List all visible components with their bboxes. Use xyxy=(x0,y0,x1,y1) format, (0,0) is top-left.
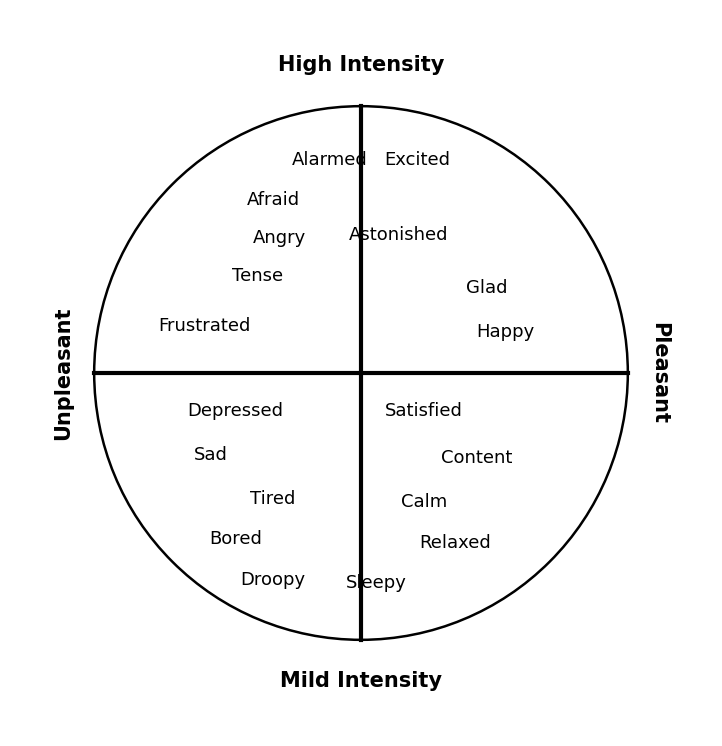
Text: Sleepy: Sleepy xyxy=(347,574,407,592)
Text: Calm: Calm xyxy=(401,492,447,511)
Text: High Intensity: High Intensity xyxy=(278,54,444,75)
Text: Mild Intensity: Mild Intensity xyxy=(280,671,442,692)
Text: Happy: Happy xyxy=(477,323,534,341)
Text: Satisfied: Satisfied xyxy=(385,401,463,420)
Text: Excited: Excited xyxy=(385,151,451,169)
Text: Astonished: Astonished xyxy=(349,226,448,244)
Text: Droopy: Droopy xyxy=(240,571,305,589)
Text: Angry: Angry xyxy=(253,229,306,247)
Text: Glad: Glad xyxy=(466,279,508,297)
Text: Relaxed: Relaxed xyxy=(419,533,491,551)
Text: Frustrated: Frustrated xyxy=(158,317,251,335)
Text: Unpleasant: Unpleasant xyxy=(53,307,73,439)
Text: Depressed: Depressed xyxy=(188,401,284,420)
Text: Sad: Sad xyxy=(193,445,227,463)
Text: Alarmed: Alarmed xyxy=(292,151,367,169)
Text: Tired: Tired xyxy=(251,489,296,507)
Text: Content: Content xyxy=(441,449,513,467)
Text: Bored: Bored xyxy=(209,530,262,548)
Text: Afraid: Afraid xyxy=(246,191,300,210)
Text: Tense: Tense xyxy=(232,266,283,285)
Text: Pleasant: Pleasant xyxy=(649,322,669,424)
